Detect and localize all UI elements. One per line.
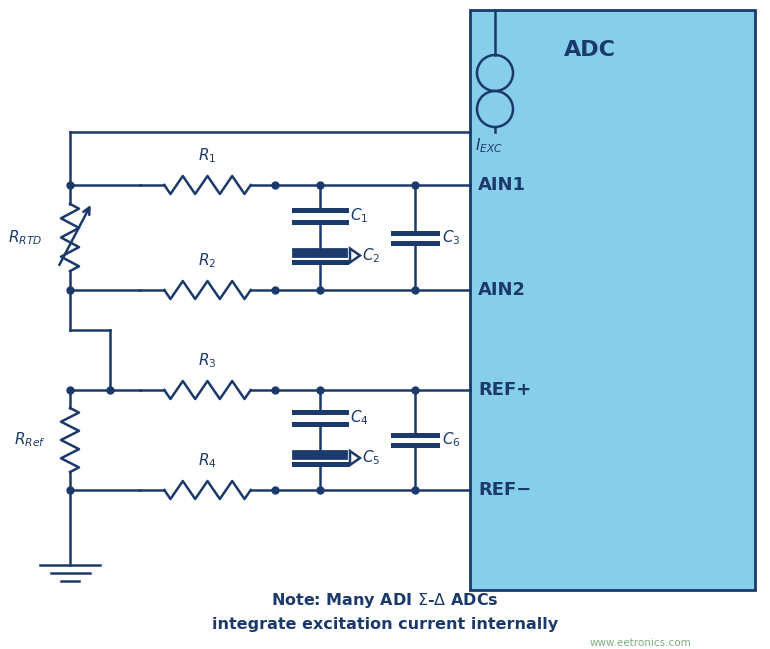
Text: AIN1: AIN1 [478,176,526,194]
Text: $R_3$: $R_3$ [198,351,216,370]
Text: $R_{RTD}$: $R_{RTD}$ [8,228,42,247]
Text: $C_3$: $C_3$ [442,228,460,247]
Bar [470,10,755,590]
Text: integrate excitation current internally: integrate excitation current internally [212,617,558,633]
Text: REF−: REF− [478,481,531,499]
Text: AIN2: AIN2 [478,281,526,299]
Text: REF+: REF+ [478,381,531,399]
Text: $R_2$: $R_2$ [198,251,216,270]
Text: www.eetronics.com: www.eetronics.com [589,638,691,648]
Text: $R_4$: $R_4$ [198,451,216,470]
Text: $C_2$: $C_2$ [362,246,380,265]
Text: Note: Many ADI $\Sigma$-$\Delta$ ADCs: Note: Many ADI $\Sigma$-$\Delta$ ADCs [271,591,499,609]
Text: $C_4$: $C_4$ [350,409,369,427]
Text: $C_1$: $C_1$ [350,206,368,225]
Text: $C_5$: $C_5$ [362,448,380,467]
Text: $I_{EXC}$: $I_{EXC}$ [475,137,503,155]
Text: ADC: ADC [564,40,616,60]
Text: $R_1$: $R_1$ [198,146,216,165]
Text: $C_6$: $C_6$ [442,431,460,449]
Text: $R_{Ref}$: $R_{Ref}$ [14,431,46,449]
